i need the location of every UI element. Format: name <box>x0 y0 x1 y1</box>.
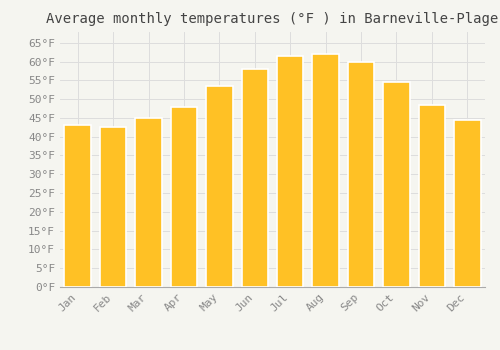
Bar <box>348 62 374 287</box>
Bar <box>170 107 197 287</box>
Bar <box>312 54 339 287</box>
Bar <box>418 105 445 287</box>
Bar <box>64 125 91 287</box>
Bar <box>454 120 480 287</box>
Bar <box>206 86 233 287</box>
Bar <box>136 118 162 287</box>
Bar <box>383 82 409 287</box>
Bar <box>242 69 268 287</box>
Bar <box>277 56 303 287</box>
Bar <box>100 127 126 287</box>
Title: Average monthly temperatures (°F ) in Barneville-Plage: Average monthly temperatures (°F ) in Ba… <box>46 12 498 26</box>
